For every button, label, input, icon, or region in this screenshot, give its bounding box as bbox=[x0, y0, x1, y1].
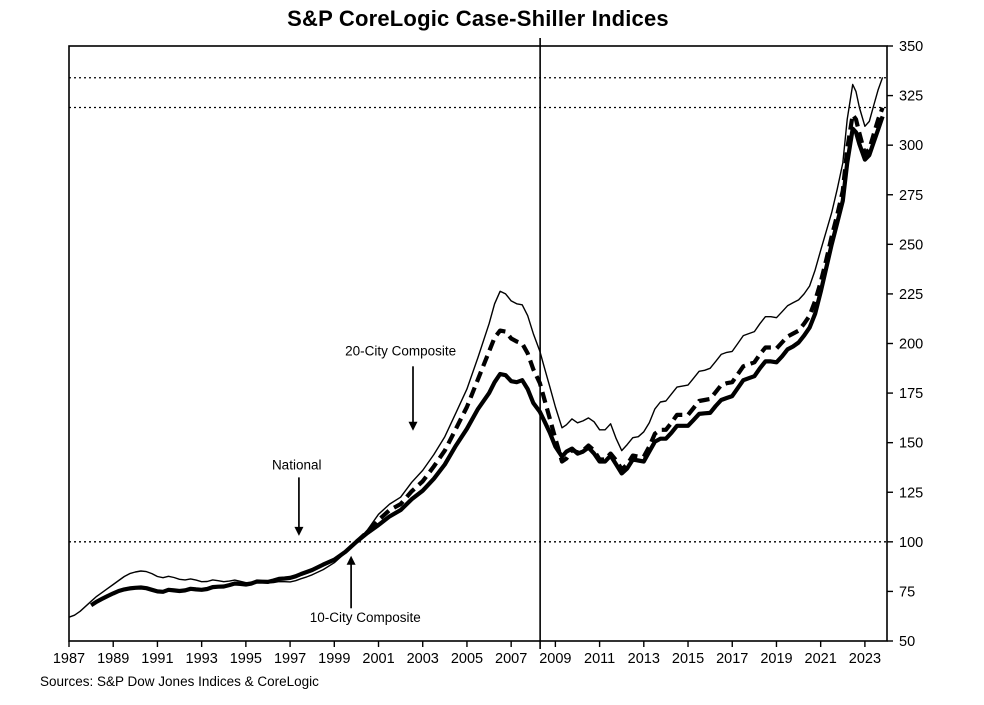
y-tick-label: 225 bbox=[899, 287, 923, 303]
x-tick-label: 2005 bbox=[451, 651, 483, 667]
y-tick-label: 75 bbox=[899, 584, 915, 600]
x-tick-label: 2019 bbox=[760, 651, 792, 667]
y-tick-label: 125 bbox=[899, 485, 923, 501]
annotation-label: 20-City Composite bbox=[345, 343, 456, 358]
y-tick-label: 325 bbox=[899, 89, 923, 105]
x-tick-label: 1993 bbox=[186, 651, 218, 667]
y-tick-label: 100 bbox=[899, 535, 923, 551]
series-national-line bbox=[89, 115, 885, 608]
source-note: Sources: S&P Dow Jones Indices & CoreLog… bbox=[40, 674, 319, 689]
x-tick-label: 1997 bbox=[274, 651, 306, 667]
x-tick-label: 2023 bbox=[849, 651, 881, 667]
x-tick-label: 2007 bbox=[495, 651, 527, 667]
series-10-city-composite-line bbox=[68, 77, 884, 618]
y-tick-label: 275 bbox=[899, 188, 923, 204]
x-tick-label: 2003 bbox=[407, 651, 439, 667]
annotation-label: National bbox=[272, 457, 322, 472]
annotation-arrowhead bbox=[408, 421, 418, 431]
x-tick-label: 2013 bbox=[628, 651, 660, 667]
chart-title: S&P CoreLogic Case-Shiller Indices bbox=[287, 6, 669, 31]
y-tick-label: 150 bbox=[899, 436, 923, 452]
x-tick-label: 1991 bbox=[141, 651, 173, 667]
x-tick-label: 2011 bbox=[584, 651, 615, 667]
x-tick-label: 2009 bbox=[539, 651, 571, 667]
x-tick-label: 1987 bbox=[53, 651, 85, 667]
y-tick-label: 200 bbox=[899, 337, 923, 353]
y-tick-label: 350 bbox=[899, 39, 923, 55]
annotation-arrowhead bbox=[346, 555, 356, 565]
y-tick-label: 50 bbox=[899, 634, 915, 650]
plot-border bbox=[68, 45, 888, 642]
x-tick-label: 2015 bbox=[672, 651, 704, 667]
y-tick-label: 250 bbox=[899, 237, 923, 253]
x-tick-label: 2001 bbox=[362, 651, 394, 667]
y-tick-label: 175 bbox=[899, 386, 923, 402]
annotation-arrowhead bbox=[294, 526, 304, 536]
x-tick-label: 1999 bbox=[318, 651, 350, 667]
series-20-city-composite-line bbox=[355, 106, 885, 544]
y-tick-label: 300 bbox=[899, 138, 923, 154]
x-tick-label: 2021 bbox=[805, 651, 837, 667]
x-tick-label: 1989 bbox=[97, 651, 129, 667]
x-tick-label: 2017 bbox=[716, 651, 748, 667]
x-tick-label: 1995 bbox=[230, 651, 262, 667]
annotation-label: 10-City Composite bbox=[310, 610, 421, 625]
